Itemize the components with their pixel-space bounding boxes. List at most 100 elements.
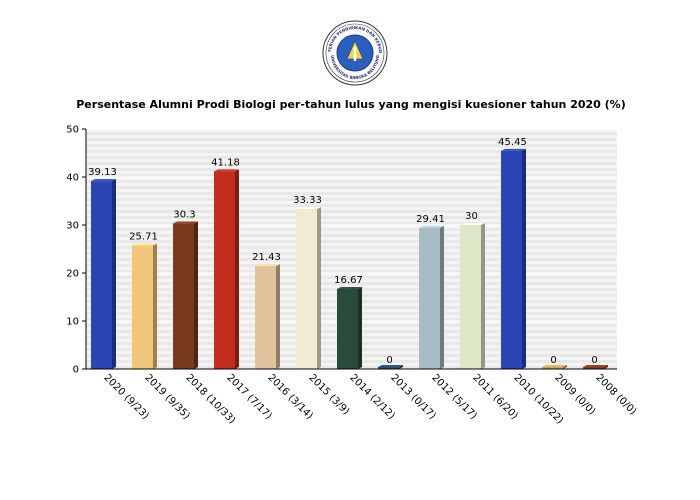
plot-stripe [86, 279, 617, 282]
value-label: 39.13 [88, 167, 117, 178]
value-label: 29.41 [416, 214, 445, 225]
bar-front [542, 367, 563, 369]
plot-stripe [86, 186, 617, 189]
bar [91, 179, 116, 369]
bar-top [501, 148, 526, 151]
plot-stripe [86, 258, 617, 261]
axes [85, 129, 617, 370]
plot-stripe [86, 156, 617, 159]
plot-stripe [86, 213, 617, 216]
plot-stripe [86, 147, 617, 150]
plot-stripe [86, 252, 617, 255]
bar-top [460, 223, 485, 225]
plot-stripe [86, 228, 617, 231]
bar-front [91, 181, 112, 369]
value-label: 41.18 [211, 157, 240, 168]
value-label: 30 [465, 211, 478, 222]
plot-stripe [86, 225, 617, 228]
bar-front [132, 245, 153, 369]
y-tick-label: 0 [73, 365, 79, 376]
plot-stripe [86, 222, 617, 225]
bar-top [91, 179, 116, 182]
bar-top [255, 264, 280, 267]
x-tick-label: 2009 (0/0) [552, 372, 597, 417]
bar-front [337, 288, 358, 369]
bar-side [522, 148, 526, 369]
bar [214, 169, 239, 369]
bar-top [378, 365, 403, 367]
plot-stripe [86, 201, 617, 204]
x-ticks: 2020 (9/23)2019 (9/35)2018 (10/33)2017 (… [101, 372, 638, 426]
bar [132, 243, 157, 369]
bar-top [173, 221, 198, 224]
bar-front [255, 266, 276, 369]
bar [542, 365, 567, 369]
plot-stripe [86, 183, 617, 186]
bar-side [604, 365, 608, 369]
bar-top [542, 365, 567, 367]
bar [296, 207, 321, 369]
plot-stripe [86, 216, 617, 219]
plot-stripe [86, 210, 617, 213]
y-tick-label: 40 [66, 173, 79, 184]
plot-stripe [86, 135, 617, 138]
bar-side [112, 179, 116, 369]
plot-stripe [86, 255, 617, 258]
bar-side [481, 223, 485, 369]
value-label: 33.33 [293, 195, 322, 206]
plot-stripe [86, 165, 617, 168]
plot-stripe [86, 189, 617, 192]
bar-top [337, 286, 362, 289]
value-label: 25.71 [129, 232, 158, 243]
plot-stripe [86, 234, 617, 237]
value-label: 0 [591, 355, 597, 366]
plot-stripe [86, 267, 617, 270]
y-tick-label: 30 [66, 221, 79, 232]
bars [91, 148, 608, 369]
plot-stripe [86, 237, 617, 240]
bar-side [399, 365, 403, 369]
plot-stripe [86, 195, 617, 198]
y-tick-label: 50 [66, 125, 79, 136]
plot-stripe [86, 171, 617, 174]
bar-side [563, 365, 567, 369]
value-label: 21.43 [252, 252, 281, 263]
bar [173, 221, 198, 369]
value-label: 45.45 [498, 137, 527, 148]
plot-stripe [86, 174, 617, 177]
bar-top [419, 225, 444, 228]
plot-stripe [86, 159, 617, 162]
plot-stripe [86, 144, 617, 147]
bar-top [132, 243, 157, 246]
plot-stripe [86, 273, 617, 276]
value-labels: 39.13 25.71 30.3 41.18 21.43 33.33 16.67 0 29.41… [88, 137, 598, 366]
bar [460, 223, 485, 369]
plot-stripe [86, 219, 617, 222]
plot-stripe [86, 192, 617, 195]
plot-stripe [86, 177, 617, 180]
plot-stripe [86, 180, 617, 183]
plot-stripe [86, 129, 617, 132]
y-tick-label: 20 [66, 269, 79, 280]
bar-side [153, 243, 157, 369]
plot-stripe [86, 198, 617, 201]
bar-side [276, 264, 280, 369]
y-ticks: 0 10 20 30 40 50 [66, 125, 86, 376]
plot-stripe [86, 270, 617, 273]
plot-stripe [86, 285, 617, 288]
plot-stripe [86, 141, 617, 144]
bar-top [296, 207, 321, 210]
bar [255, 264, 280, 369]
value-label: 0 [550, 355, 556, 366]
plot-stripe [86, 204, 617, 207]
bar-front [419, 227, 440, 369]
bar-top [583, 365, 608, 367]
chart-title: Persentase Alumni Prodi Biologi per-tahu… [76, 98, 625, 111]
bar [583, 365, 608, 369]
bar-front [583, 367, 604, 369]
plot-stripe [86, 153, 617, 156]
plot-stripe [86, 243, 617, 246]
value-label: 16.67 [334, 275, 363, 286]
plot-stripe [86, 264, 617, 267]
